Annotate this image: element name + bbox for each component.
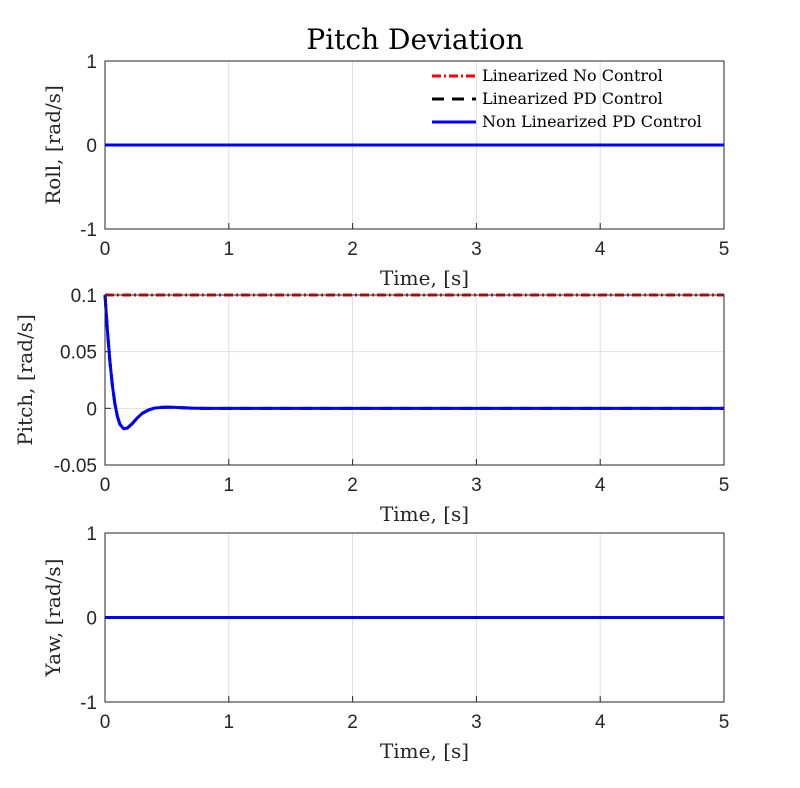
x-tick-label: 0 [100,712,111,733]
x-tick-label: 4 [595,712,606,733]
x-tick-label: 5 [719,475,730,496]
y-axis-label: Yaw, [rad/s] [41,559,65,678]
y-tick-label: 1 [86,524,97,545]
axes-frame [104,60,725,230]
axes-frame [104,294,725,466]
x-tick-label: 3 [471,712,482,733]
y-tick-label: 0.05 [60,343,97,364]
x-tick-label: 1 [224,475,235,496]
legend-label: Linearized PD Control [482,89,663,108]
y-tick-label: -0.05 [54,456,97,477]
y-axis-label: Roll, [rad/s] [41,85,65,205]
x-tick-label: 0 [100,475,111,496]
x-tick-label: 4 [595,475,606,496]
x-tick-label: 3 [471,475,482,496]
y-tick-label: -1 [80,693,97,714]
x-tick-label: 4 [595,239,606,260]
axes-frame [104,532,725,703]
x-tick-label: 5 [719,712,730,733]
x-tick-label: 5 [719,239,730,260]
chart-title: Pitch Deviation [306,23,523,56]
y-tick-label: 0 [86,136,97,157]
legend: Linearized No Control Linearized PD Contr… [432,66,702,131]
y-axis-label: Pitch, [rad/s] [13,314,37,446]
axes-background [104,294,725,466]
x-tick-label: 3 [471,239,482,260]
x-axis-label: Time, [s] [380,266,469,290]
x-tick-label: 1 [224,239,235,260]
y-tick-label: 0 [86,609,97,630]
x-tick-label: 2 [347,475,358,496]
y-tick-label: 1 [86,52,97,73]
y-tick-label: 0.1 [71,286,97,307]
x-tick-label: 2 [347,239,358,260]
x-tick-label: 0 [100,239,111,260]
x-axis-label: Time, [s] [380,502,469,526]
legend-label: Linearized No Control [482,66,663,85]
y-tick-label: -1 [80,220,97,241]
x-tick-label: 2 [347,712,358,733]
y-tick-label: 0 [86,399,97,420]
x-axis-label: Time, [s] [380,739,469,763]
x-tick-label: 1 [224,712,235,733]
series-line-pitch-2 [103,294,724,431]
legend-label: Non Linearized PD Control [482,112,702,131]
